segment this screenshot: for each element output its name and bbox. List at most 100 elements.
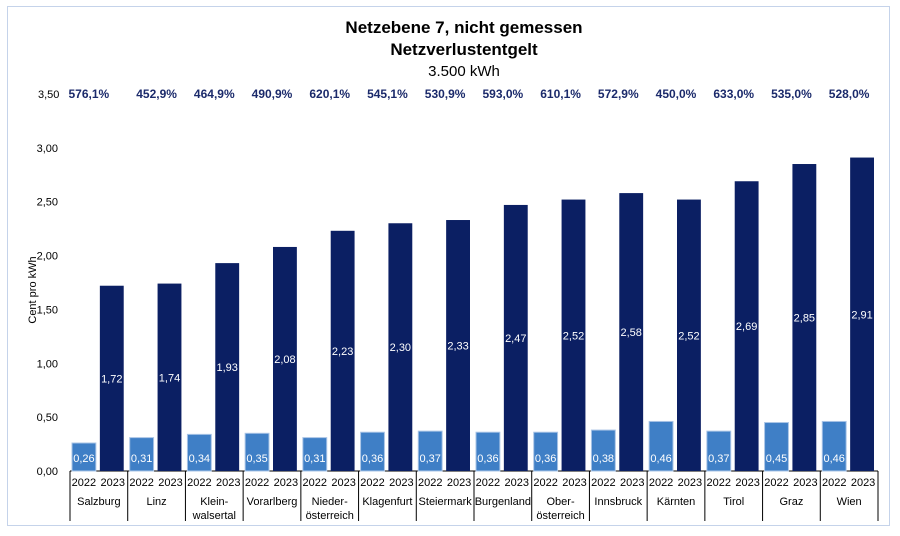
data-label: 0,36 xyxy=(477,453,498,465)
x-sub-tick-label: 2023 xyxy=(793,477,817,489)
data-label: 0,37 xyxy=(420,453,441,465)
x-sub-tick-label: 2023 xyxy=(389,477,413,489)
x-sub-tick-label: 2023 xyxy=(331,477,355,489)
bar-2022 xyxy=(706,430,732,472)
change-percent-label: 535,0% xyxy=(771,87,812,101)
change-percent-label: 610,1% xyxy=(540,87,581,101)
x-sub-tick-label: 2023 xyxy=(851,477,875,489)
chart-frame xyxy=(7,6,890,526)
x-category-label: Graz xyxy=(780,496,804,508)
x-category-label: Innsbruck xyxy=(594,496,642,508)
data-label: 0,31 xyxy=(131,453,152,465)
bar-2023 xyxy=(792,164,817,471)
data-label: 2,69 xyxy=(736,321,757,333)
y-tick-label: 0,00 xyxy=(37,466,58,478)
x-category-label: Klagenfurt xyxy=(362,496,412,508)
bar-2023 xyxy=(503,204,528,471)
x-sub-tick-label: 2022 xyxy=(72,477,96,489)
x-sub-tick-label: 2023 xyxy=(447,477,471,489)
x-category-label: Klein- xyxy=(200,496,228,508)
x-category-label: Steiermark xyxy=(419,496,473,508)
change-percent-label: 452,9% xyxy=(136,87,177,101)
x-sub-tick-label: 2022 xyxy=(476,477,500,489)
change-percent-label: 633,0% xyxy=(713,87,754,101)
data-label: 0,26 xyxy=(73,453,94,465)
x-category-label: Wien xyxy=(837,496,862,508)
bar-2023 xyxy=(850,157,874,471)
x-category-label: Linz xyxy=(146,496,166,508)
x-sub-tick-label: 2022 xyxy=(360,477,384,489)
data-label: 0,31 xyxy=(304,453,325,465)
bar-2022 xyxy=(302,437,328,472)
y-axis-label: Cent pro kWh xyxy=(27,256,39,323)
data-label: 2,30 xyxy=(390,342,411,354)
bar-2022 xyxy=(821,420,847,472)
bar-2023 xyxy=(388,223,413,471)
x-sub-tick-label: 2022 xyxy=(707,477,731,489)
change-percent-label: 464,9% xyxy=(194,87,235,101)
x-sub-tick-label: 2023 xyxy=(620,477,644,489)
x-sub-tick-label: 2023 xyxy=(735,477,759,489)
bar-2022 xyxy=(648,420,674,472)
data-label: 2,52 xyxy=(563,330,584,342)
bar-2023 xyxy=(99,285,124,471)
data-label: 0,37 xyxy=(708,453,729,465)
data-label: 2,47 xyxy=(505,333,526,345)
x-sub-tick-label: 2023 xyxy=(678,477,702,489)
bar-2023 xyxy=(677,199,701,471)
x-category-label: österreich xyxy=(536,510,584,522)
data-label: 2,85 xyxy=(794,313,815,325)
x-sub-tick-label: 2023 xyxy=(562,477,586,489)
data-label: 1,74 xyxy=(159,372,180,384)
x-sub-tick-label: 2022 xyxy=(649,477,673,489)
chart-title: Netzebene 7, nicht gemessen xyxy=(345,18,582,37)
data-label: 0,38 xyxy=(593,453,614,465)
data-label: 0,34 xyxy=(189,453,210,465)
bar-2022 xyxy=(764,422,789,472)
bar-2022 xyxy=(129,437,155,472)
change-percent-label: 576,1% xyxy=(69,87,110,101)
bar-2023 xyxy=(273,246,297,471)
x-category-label: Kärnten xyxy=(657,496,696,508)
x-category-label: Salzburg xyxy=(77,496,120,508)
x-sub-tick-label: 2023 xyxy=(101,477,125,489)
x-sub-tick-label: 2023 xyxy=(505,477,529,489)
y-tick-label: 0,50 xyxy=(37,412,58,424)
data-label: 0,46 xyxy=(650,453,671,465)
data-label: 2,08 xyxy=(274,354,295,366)
bar-2023 xyxy=(157,283,182,471)
bar-2023 xyxy=(446,220,470,471)
bar-2022 xyxy=(417,430,443,472)
bar-2022 xyxy=(186,433,212,472)
change-percent-label: 530,9% xyxy=(425,87,466,101)
x-sub-tick-label: 2022 xyxy=(822,477,846,489)
x-sub-tick-label: 2023 xyxy=(216,477,240,489)
x-category-label: Tirol xyxy=(723,496,744,508)
y-tick-label: 3,50 xyxy=(38,89,59,101)
bar-2023 xyxy=(215,263,240,471)
change-percent-label: 572,9% xyxy=(598,87,639,101)
y-tick-label: 2,00 xyxy=(37,251,58,263)
data-label: 2,23 xyxy=(332,346,353,358)
data-label: 1,72 xyxy=(101,373,122,385)
y-tick-label: 1,50 xyxy=(37,304,58,316)
data-label: 2,33 xyxy=(447,341,468,353)
y-tick-label: 2,50 xyxy=(37,197,58,209)
y-tick-label: 1,00 xyxy=(37,358,58,370)
x-sub-tick-label: 2023 xyxy=(274,477,298,489)
x-category-label: walsertal xyxy=(192,510,236,522)
bar-2022 xyxy=(475,431,501,472)
change-percent-label: 620,1% xyxy=(309,87,350,101)
chart-subtitle-kwh: 3.500 kWh xyxy=(428,63,500,80)
data-label: 0,35 xyxy=(246,453,267,465)
x-sub-tick-label: 2022 xyxy=(129,477,153,489)
x-category-label: Vorarlberg xyxy=(247,496,298,508)
data-label: 0,36 xyxy=(362,453,383,465)
x-sub-tick-label: 2023 xyxy=(158,477,182,489)
data-label: 1,93 xyxy=(217,362,238,374)
change-percent-label: 528,0% xyxy=(829,87,870,101)
change-percent-label: 593,0% xyxy=(483,87,524,101)
x-sub-tick-label: 2022 xyxy=(533,477,557,489)
x-sub-tick-label: 2022 xyxy=(245,477,269,489)
